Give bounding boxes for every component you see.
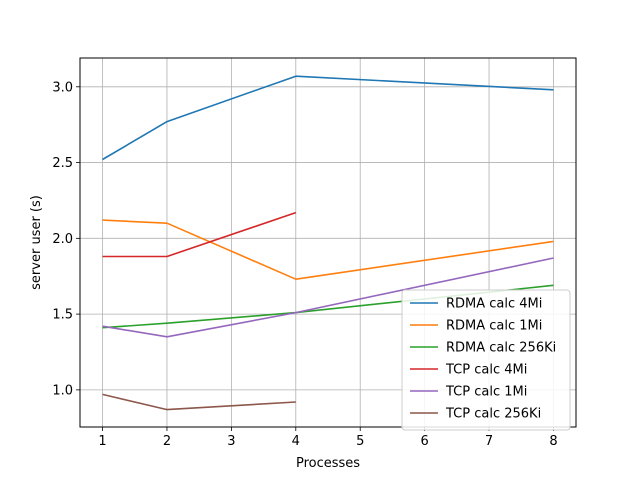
tick-layer: 1 2 3 4 5 6 7 8 1.0 1.5 2.0 2.5 3.0: [52, 80, 557, 449]
x-tick-label: 3: [227, 434, 235, 449]
y-tick-label: 2.0: [52, 232, 73, 247]
x-tick-label: 1: [98, 434, 106, 449]
x-tick-label: 6: [420, 434, 428, 449]
x-tick-label: 8: [549, 434, 557, 449]
x-axis-label: Processes: [296, 456, 360, 471]
legend-box: [401, 289, 571, 431]
x-tick-label: 2: [163, 434, 171, 449]
series-line-5: [102, 393, 296, 411]
x-tick-label: 5: [356, 434, 364, 449]
legend-label-5: TCP calc 256Ki: [445, 407, 541, 422]
legend: RDMA calc 4Mi RDMA calc 1Mi RDMA calc 256K…: [401, 289, 571, 431]
legend-label-4: TCP calc 1Mi: [445, 385, 527, 400]
y-tick-label: 1.5: [52, 308, 73, 323]
legend-label-1: RDMA calc 1Mi: [446, 319, 542, 334]
plot-frame: [79, 57, 577, 428]
series-line-4: [102, 257, 554, 338]
x-tick-label: 4: [292, 434, 300, 449]
legend-label-2: RDMA calc 256Ki: [446, 341, 556, 356]
y-axis-label: server user (s): [29, 195, 44, 290]
x-tick-label: 7: [485, 434, 493, 449]
legend-label-0: RDMA calc 4Mi: [446, 297, 542, 312]
series-line-0: [102, 75, 554, 161]
y-tick-label: 3.0: [52, 80, 73, 95]
y-tick-label: 2.5: [52, 156, 73, 171]
series-line-1: [102, 219, 554, 281]
series-line-3: [102, 211, 297, 258]
y-tick-label: 1.0: [52, 383, 73, 398]
legend-label-3: TCP calc 4Mi: [445, 363, 527, 378]
